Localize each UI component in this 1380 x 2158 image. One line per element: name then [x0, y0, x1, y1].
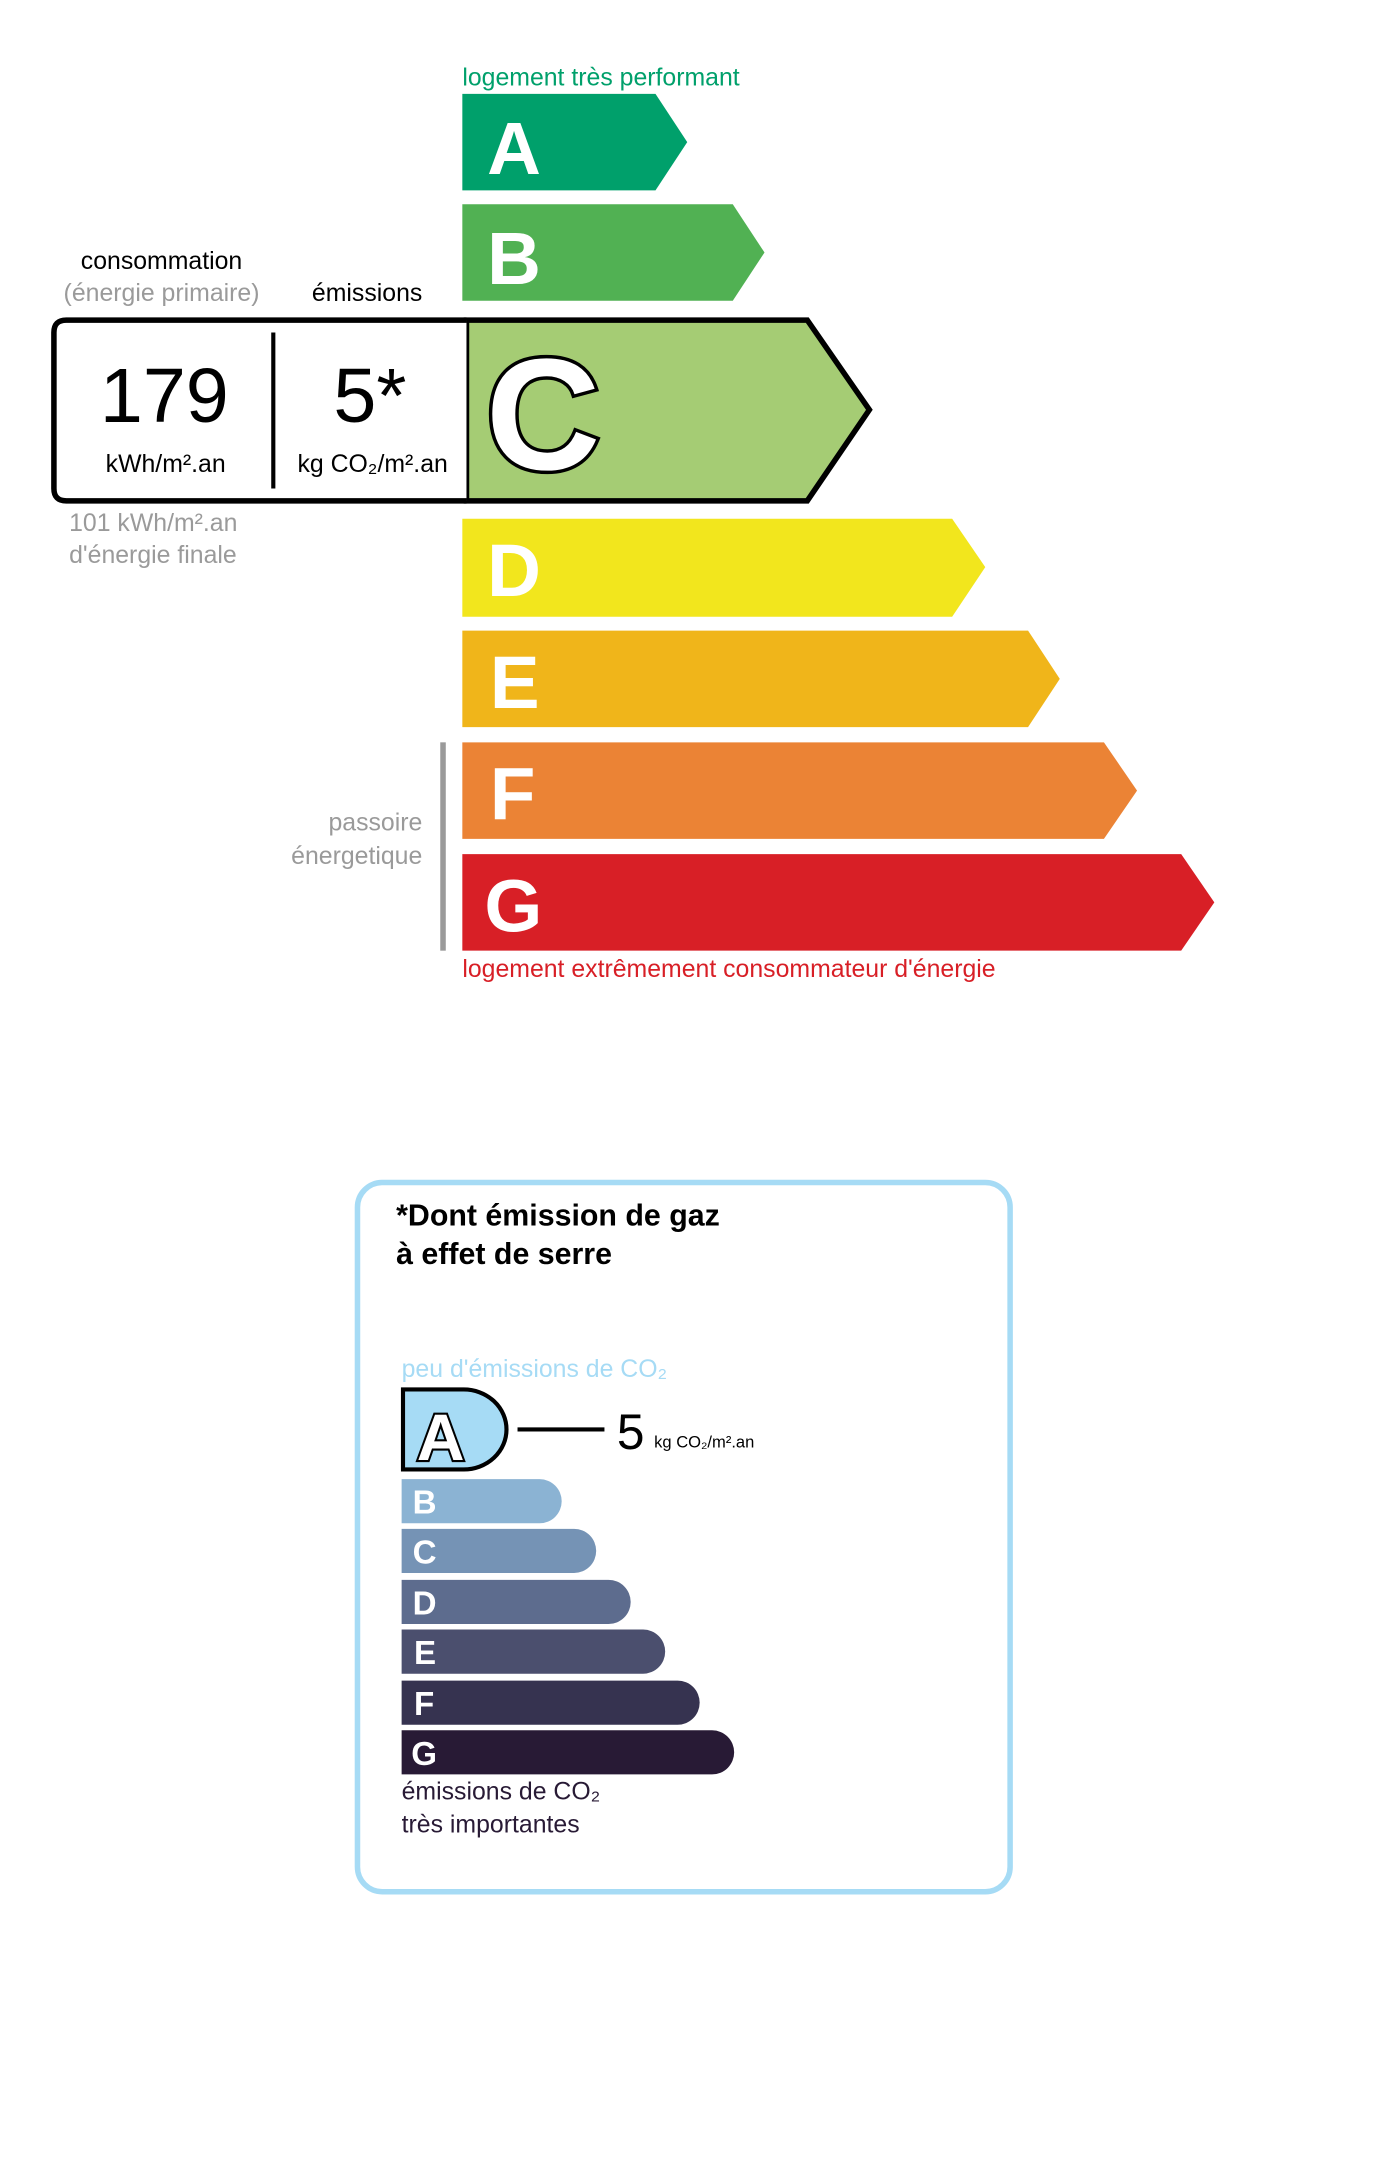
ghg-class-g-letter: G	[411, 1736, 437, 1773]
class-e-arrow	[462, 630, 1060, 728]
ghg-class-e: E	[401, 1629, 666, 1674]
values-box	[51, 317, 467, 504]
ghg-value: 5	[617, 1404, 645, 1460]
ghg-class-b-bar	[401, 1479, 562, 1524]
passoire-bar	[440, 742, 446, 951]
ghg-class-c-letter: C	[413, 1534, 437, 1571]
ghg-class-g: G	[401, 1730, 735, 1775]
ghg-class-e-letter: E	[414, 1635, 436, 1672]
ghg-class-a-letter: A	[417, 1401, 465, 1475]
emissions-value: 5*	[333, 353, 406, 439]
consumption-unit: kWh/m².an	[106, 451, 226, 478]
class-a-letter: A	[487, 107, 541, 190]
class-c-letter: C	[486, 325, 601, 503]
emissions-heading: émissions	[312, 280, 422, 307]
passoire-label-line1: passoire	[328, 810, 422, 837]
ghg-class-c-bar	[401, 1528, 597, 1573]
energy-class-b: B	[462, 204, 765, 301]
ghg-class-b: B	[401, 1479, 562, 1524]
ghg-class-b-letter: B	[413, 1485, 437, 1522]
class-d-letter: D	[487, 529, 541, 612]
energy-class-g: G	[462, 854, 1215, 951]
class-d-arrow	[462, 518, 986, 617]
class-b-letter: B	[487, 217, 541, 300]
ghg-class-d-letter: D	[413, 1585, 437, 1622]
ghg-bottom-label-line1: émissions de CO₂	[402, 1778, 601, 1805]
bottom-label: logement extrêmement consommateur d'éner…	[462, 956, 995, 983]
ghg-class-f-bar	[401, 1680, 700, 1725]
ghg-class-c: C	[401, 1528, 597, 1573]
emissions-unit: kg CO₂/m².an	[297, 451, 447, 478]
ghg-class-d-bar	[401, 1579, 631, 1625]
class-f-arrow	[462, 742, 1138, 839]
class-e-letter: E	[490, 641, 540, 724]
class-g-arrow	[462, 854, 1215, 951]
final-energy-label: d'énergie finale	[69, 542, 237, 569]
ghg-class-a-bar	[400, 1387, 509, 1472]
consumption-value: 179	[100, 353, 229, 439]
energy-class-a: A	[462, 93, 688, 191]
ghg-title-line1: *Dont émission de gaz	[396, 1199, 720, 1232]
passoire-label-line2: énergetique	[291, 843, 422, 870]
ghg-title-line2: à effet de serre	[396, 1238, 612, 1271]
energy-class-f: F	[462, 742, 1138, 839]
ghg-class-a-current: A	[400, 1387, 509, 1477]
class-b-arrow	[462, 204, 765, 301]
ghg-class-d: D	[401, 1579, 631, 1625]
ghg-unit: kg CO₂/m².an	[654, 1432, 754, 1451]
consumption-heading: consommation	[81, 248, 242, 275]
class-f-letter: F	[490, 753, 536, 836]
class-g-letter: G	[484, 864, 542, 947]
ghg-class-f: F	[401, 1680, 700, 1725]
ghg-class-f-letter: F	[414, 1686, 434, 1723]
energy-class-d: D	[462, 518, 986, 617]
ghg-bottom-label-line2: très importantes	[402, 1811, 580, 1838]
final-energy-value: 101 kWh/m².an	[69, 510, 237, 537]
class-a-arrow	[462, 93, 688, 191]
ghg-top-label: peu d'émissions de CO₂	[402, 1356, 668, 1383]
consumption-subheading: (énergie primaire)	[64, 280, 260, 307]
top-label: logement très performant	[462, 65, 739, 92]
ghg-class-e-bar	[401, 1629, 666, 1674]
energy-class-c-current: C	[463, 317, 873, 507]
ghg-class-g-bar	[401, 1730, 735, 1775]
energy-class-e: E	[462, 630, 1060, 728]
